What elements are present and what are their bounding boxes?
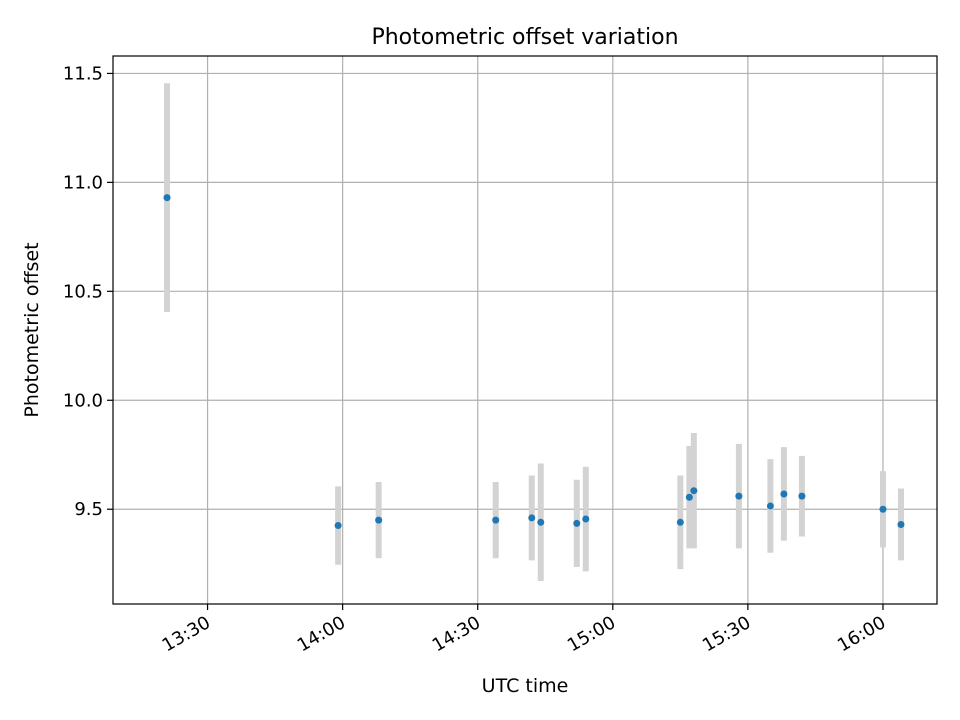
data-point — [685, 493, 693, 501]
data-point — [676, 518, 684, 526]
data-point — [897, 520, 905, 528]
data-point — [879, 505, 887, 513]
data-point — [492, 516, 500, 524]
y-tick-label: 10.0 — [63, 390, 103, 411]
data-point — [766, 502, 774, 510]
data-point — [375, 516, 383, 524]
y-axis-ticks: 9.5 10.0 10.5 11.0 11.5 — [63, 63, 113, 520]
y-tick-label: 11.5 — [63, 63, 103, 84]
data-point — [334, 522, 342, 530]
data-point — [573, 519, 581, 527]
data-point — [780, 490, 788, 498]
data-point — [735, 492, 743, 500]
chart-title: Photometric offset variation — [371, 25, 678, 50]
y-axis-label: Photometric offset — [21, 242, 43, 417]
data-points — [163, 194, 905, 530]
y-tick-label: 9.5 — [74, 499, 103, 520]
y-tick-label: 10.5 — [63, 281, 103, 302]
data-point — [582, 515, 590, 523]
data-point — [798, 492, 806, 500]
plot-frame — [112, 55, 938, 605]
grid — [113, 56, 937, 604]
data-point — [537, 518, 545, 526]
y-tick-label: 11.0 — [63, 172, 103, 193]
data-point — [163, 194, 171, 202]
x-axis-label: UTC time — [482, 675, 569, 697]
data-point — [690, 487, 698, 495]
data-point — [528, 514, 536, 522]
